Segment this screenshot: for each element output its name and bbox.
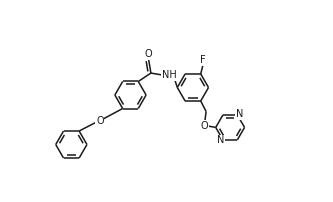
Text: O: O: [145, 49, 152, 59]
Text: NH: NH: [162, 70, 176, 80]
Text: N: N: [236, 109, 243, 119]
Text: F: F: [200, 55, 206, 65]
Text: O: O: [96, 116, 104, 125]
Text: N: N: [217, 136, 224, 145]
Text: O: O: [201, 121, 208, 131]
